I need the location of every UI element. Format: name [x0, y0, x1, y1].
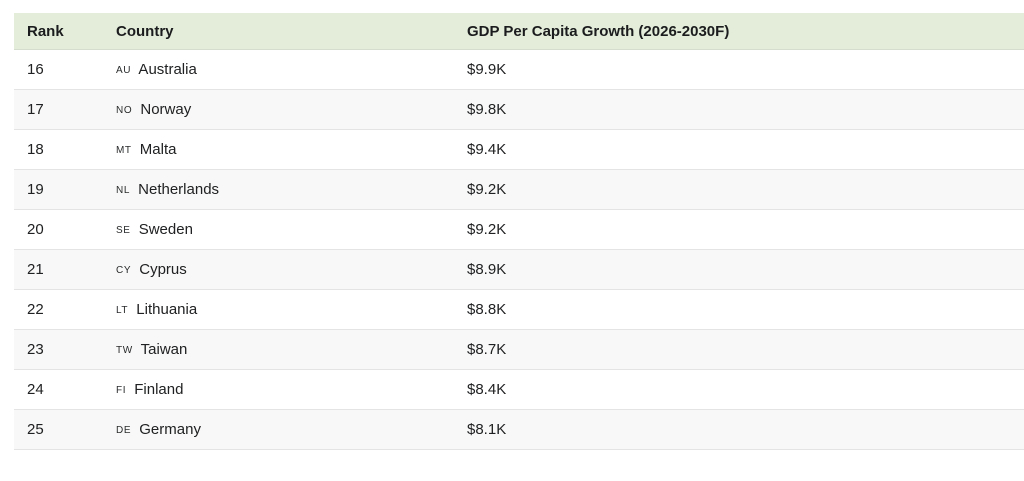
country-cell: NL Netherlands	[116, 169, 467, 210]
gdp-value-cell: $8.4K	[467, 369, 1024, 410]
rank-cell: 24	[14, 369, 116, 410]
table-row: 18 MT Malta $9.4K	[14, 129, 1024, 170]
country-name: Cyprus	[135, 261, 187, 278]
country-flag-code: MT	[116, 145, 132, 156]
country-flag-code: CY	[116, 265, 132, 276]
country-cell: NO Norway	[116, 89, 467, 130]
country-flag-code: DE	[116, 425, 132, 436]
table-row: 24 FI Finland $8.4K	[14, 369, 1024, 410]
country-name: Netherlands	[133, 181, 220, 198]
country-name: Germany	[135, 421, 201, 438]
country-cell: TW Taiwan	[116, 329, 467, 370]
country-flag-code: LT	[116, 305, 129, 316]
rank-cell: 23	[14, 329, 116, 370]
country-name: Malta	[135, 141, 177, 158]
rank-cell: 16	[14, 49, 116, 90]
country-name: Taiwan	[136, 341, 188, 358]
gdp-value-cell: $9.2K	[467, 169, 1024, 210]
header-gdp-growth: GDP Per Capita Growth (2026-2030F)	[467, 13, 1024, 50]
table-body: 16 AU Australia $9.9K 17 NO Norway $9.8K…	[14, 49, 1024, 450]
header-country: Country	[116, 13, 467, 50]
country-cell: AU Australia	[116, 49, 467, 90]
country-name: Sweden	[134, 221, 193, 238]
table-row: 21 CY Cyprus $8.9K	[14, 249, 1024, 290]
rank-cell: 17	[14, 89, 116, 130]
country-flag-code: AU	[116, 65, 132, 76]
rank-cell: 19	[14, 169, 116, 210]
table-row: 19 NL Netherlands $9.2K	[14, 169, 1024, 210]
country-flag-code: FI	[116, 385, 127, 396]
country-flag-code: NL	[116, 185, 130, 196]
country-name: Norway	[136, 101, 192, 118]
gdp-value-cell: $8.9K	[467, 249, 1024, 290]
gdp-value-cell: $8.7K	[467, 329, 1024, 370]
table-row: 23 TW Taiwan $8.7K	[14, 329, 1024, 370]
header-rank: Rank	[14, 13, 116, 50]
country-flag-code: SE	[116, 225, 131, 236]
rank-cell: 20	[14, 209, 116, 250]
rank-cell: 25	[14, 409, 116, 450]
country-cell: CY Cyprus	[116, 249, 467, 290]
gdp-value-cell: $9.2K	[467, 209, 1024, 250]
table-row: 17 NO Norway $9.8K	[14, 89, 1024, 130]
country-flag-code: TW	[116, 345, 133, 356]
gdp-value-cell: $8.1K	[467, 409, 1024, 450]
country-name: Finland	[130, 381, 184, 398]
country-name: Australia	[135, 61, 197, 78]
gdp-value-cell: $9.9K	[467, 49, 1024, 90]
table-row: 20 SE Sweden $9.2K	[14, 209, 1024, 250]
gdp-value-cell: $8.8K	[467, 289, 1024, 330]
country-cell: DE Germany	[116, 409, 467, 450]
rank-cell: 22	[14, 289, 116, 330]
country-name: Lithuania	[132, 301, 198, 318]
gdp-value-cell: $9.4K	[467, 129, 1024, 170]
table-row: 16 AU Australia $9.9K	[14, 49, 1024, 90]
rank-cell: 18	[14, 129, 116, 170]
country-cell: FI Finland	[116, 369, 467, 410]
table-row: 22 LT Lithuania $8.8K	[14, 289, 1024, 330]
gdp-growth-table: Rank Country GDP Per Capita Growth (2026…	[14, 13, 1024, 450]
table-header: Rank Country GDP Per Capita Growth (2026…	[14, 13, 1024, 50]
rank-cell: 21	[14, 249, 116, 290]
country-cell: SE Sweden	[116, 209, 467, 250]
gdp-value-cell: $9.8K	[467, 89, 1024, 130]
country-flag-code: NO	[116, 105, 133, 116]
country-cell: LT Lithuania	[116, 289, 467, 330]
table-row: 25 DE Germany $8.1K	[14, 409, 1024, 450]
country-cell: MT Malta	[116, 129, 467, 170]
header-row: Rank Country GDP Per Capita Growth (2026…	[14, 13, 1024, 50]
